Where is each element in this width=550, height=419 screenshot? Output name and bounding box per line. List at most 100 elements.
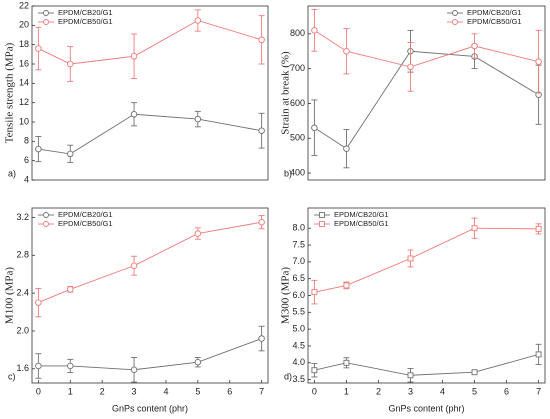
y-tick-label: 18 <box>19 39 29 49</box>
x-tick-label: 1 <box>344 386 349 396</box>
marker <box>471 225 478 232</box>
marker <box>130 53 138 60</box>
legend-label: EPDM/CB50/G1 <box>58 17 113 26</box>
y-axis-label: Tensile strength (MPa) <box>4 42 16 143</box>
x-tick-label: 0 <box>36 386 41 396</box>
y-tick-label: 8 <box>24 136 29 146</box>
legend-label: EPDM/CB20/G1 <box>334 210 389 219</box>
marker <box>194 358 202 366</box>
series-line <box>38 20 262 65</box>
series-line <box>314 50 539 150</box>
x-tick-label: 6 <box>227 386 232 396</box>
y-tick-label: 2.0 <box>16 325 29 335</box>
marker <box>35 45 42 52</box>
marker <box>343 47 350 55</box>
marker <box>258 127 265 134</box>
marker <box>258 335 265 342</box>
panel-label: a) <box>8 168 16 178</box>
marker <box>535 58 542 65</box>
marker <box>67 362 74 370</box>
marker <box>130 366 138 374</box>
y-tick-label: 7.5 <box>292 239 305 249</box>
x-axis-label: GnPs content (phr) <box>388 403 464 413</box>
x-tick-label: 3 <box>132 386 137 396</box>
y-tick-label: 2.8 <box>16 250 29 260</box>
series-line <box>38 113 262 155</box>
marker <box>194 230 202 237</box>
marker <box>67 286 74 293</box>
y-tick-label: 3.5 <box>292 374 305 384</box>
marker <box>407 63 414 71</box>
legend-marker <box>43 19 49 25</box>
legend-marker <box>319 221 325 227</box>
y-tick-label: 2.4 <box>16 288 29 298</box>
x-tick-label: 6 <box>504 386 509 396</box>
marker <box>258 36 265 44</box>
marker <box>258 218 265 226</box>
x-axis-label: GnPs content (phr) <box>112 403 188 413</box>
marker <box>67 60 74 68</box>
y-tick-label: 800 <box>290 28 305 38</box>
marker <box>194 115 202 123</box>
legend-marker <box>43 10 49 16</box>
x-tick-label: 5 <box>472 386 477 396</box>
plot-frame <box>31 5 269 181</box>
legend-marker <box>43 212 49 218</box>
marker <box>130 111 138 118</box>
y-tick-label: 500 <box>290 133 305 143</box>
y-axis-label: Strain at break (%) <box>280 51 292 135</box>
y-tick-label: 1.6 <box>16 363 29 373</box>
marker <box>471 369 478 376</box>
x-tick-label: 7 <box>259 386 264 396</box>
y-tick-label: 400 <box>290 167 305 177</box>
y-tick-label: 6.5 <box>292 273 305 283</box>
x-tick-label: 0 <box>312 386 317 396</box>
y-tick-label: 16 <box>19 58 29 68</box>
y-axis-label: M300 (MPa) <box>280 267 292 324</box>
marker <box>67 150 74 158</box>
y-tick-label: 8.0 <box>292 223 305 233</box>
y-tick-label: 4.0 <box>292 357 305 367</box>
x-tick-label: 1 <box>68 386 73 396</box>
y-tick-label: 4 <box>24 174 29 184</box>
y-tick-label: 22 <box>19 0 29 10</box>
legend-marker <box>319 212 325 218</box>
marker <box>130 262 138 269</box>
marker <box>35 145 42 153</box>
y-tick-label: 6.0 <box>292 290 305 300</box>
marker <box>311 367 318 374</box>
marker <box>194 17 202 24</box>
panel-label: c) <box>8 371 16 381</box>
legend-marker <box>452 10 458 16</box>
x-tick-label: 4 <box>163 386 168 396</box>
legend-marker <box>452 19 458 25</box>
x-tick-label: 7 <box>536 386 541 396</box>
plot-frame <box>307 5 546 181</box>
legend-marker <box>43 221 49 227</box>
y-tick-label: 6 <box>24 155 29 165</box>
marker <box>407 255 414 262</box>
marker <box>35 362 42 370</box>
marker <box>407 372 414 379</box>
plot-frame <box>307 207 546 384</box>
marker <box>35 299 42 306</box>
y-tick-label: 7.0 <box>292 256 305 266</box>
y-tick-label: 700 <box>290 63 305 73</box>
legend-label: EPDM/CB50/G1 <box>467 17 522 26</box>
x-tick-label: 4 <box>440 386 445 396</box>
y-tick-label: 3.2 <box>16 212 29 222</box>
marker <box>343 282 350 289</box>
legend-label: EPDM/CB20/G1 <box>58 210 113 219</box>
panel-label: d) <box>284 371 292 381</box>
marker <box>311 27 318 34</box>
x-tick-label: 5 <box>195 386 200 396</box>
marker <box>311 124 318 132</box>
marker <box>535 225 542 232</box>
x-tick-label: 3 <box>408 386 413 396</box>
y-tick-label: 20 <box>19 20 29 30</box>
marker <box>343 145 350 152</box>
marker <box>343 359 350 366</box>
y-tick-label: 4.5 <box>292 340 305 350</box>
y-tick-label: 10 <box>19 116 29 126</box>
